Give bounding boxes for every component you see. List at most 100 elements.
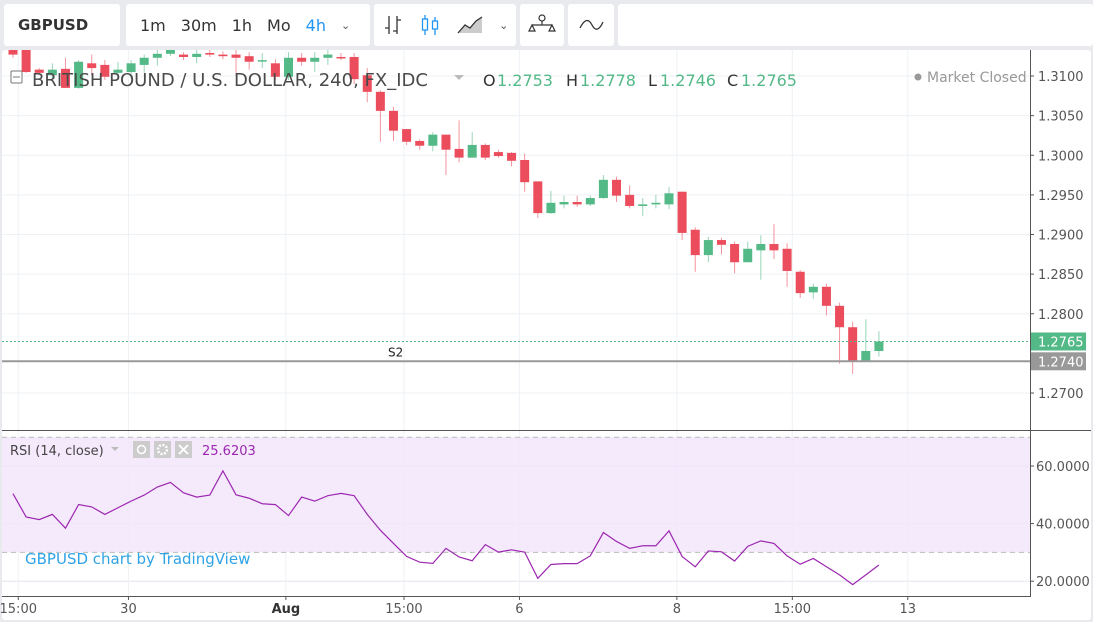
candle-down — [244, 52, 254, 70]
symbol-button[interactable]: GBPUSD — [4, 4, 120, 46]
candle-up — [284, 52, 294, 80]
candle-body — [625, 194, 635, 206]
candle-up — [126, 60, 136, 79]
candle-body — [428, 134, 438, 146]
candle-body — [47, 69, 57, 76]
close-label: C — [727, 71, 738, 90]
settings-gear-shape — [156, 443, 169, 456]
rsi-line — [12, 469, 880, 586]
candle-up — [74, 60, 84, 89]
time-tick-label: 15:00 — [774, 602, 811, 617]
candle-body — [402, 129, 412, 142]
candle-body — [585, 198, 595, 205]
watermark[interactable]: GBPUSD chart by TradingView — [25, 550, 250, 568]
price-tick-label: 1.3000 — [1038, 149, 1084, 164]
candle-down — [362, 68, 372, 103]
price-tick-label: 1.2700 — [1038, 387, 1084, 402]
candle-body — [795, 271, 805, 294]
candle-up — [113, 61, 123, 79]
candle-up — [139, 54, 149, 73]
price-tick-label: 1.3050 — [1038, 110, 1084, 125]
candle-up — [152, 50, 162, 66]
candle-down — [100, 60, 110, 80]
candles — [8, 50, 884, 374]
interval-4h[interactable]: 4h — [305, 15, 326, 35]
interval-mo[interactable]: Mo — [267, 15, 291, 35]
price-tick-label: 1.3100 — [1038, 70, 1084, 85]
candle-down — [493, 149, 503, 158]
candle-body — [415, 140, 425, 146]
time-tick-label: 15:00 — [0, 602, 37, 617]
candle-down — [625, 185, 635, 209]
rsi-legend: RSI (14, close) 25.6203 — [10, 441, 256, 459]
rsi-value: 25.6203 — [202, 444, 256, 459]
candle-body — [375, 91, 385, 111]
candle-down — [821, 283, 831, 316]
indicators-icon — [528, 14, 556, 32]
interval-30m[interactable]: 30m — [180, 15, 217, 35]
candle-body — [743, 248, 753, 263]
interval-1h[interactable]: 1h — [231, 15, 253, 35]
low-value: 1.2746 — [660, 71, 716, 90]
candle-body — [467, 144, 477, 158]
area-chart-icon[interactable] — [456, 13, 484, 37]
settings-gear-icon[interactable] — [154, 441, 171, 458]
candle-body — [257, 60, 267, 62]
chevron-down-icon[interactable]: ⌄ — [340, 18, 351, 32]
rsi-axis[interactable]: 60.0000 40.0000 20.0000 — [1030, 460, 1090, 590]
chevron-down-icon[interactable] — [111, 447, 119, 451]
candle-up — [428, 132, 438, 152]
candle-down — [572, 195, 582, 207]
rsi-tick-label: 20.0000 — [1036, 575, 1090, 590]
candle-body — [612, 179, 622, 196]
candle-up — [257, 53, 267, 69]
price-axis[interactable]: 1.3100 1.3050 1.3000 1.2950 1.2900 1.2850 1.28… — [1030, 70, 1084, 402]
candle-down — [520, 153, 530, 192]
candle-up — [664, 186, 674, 210]
candle-body — [139, 57, 149, 65]
candle-body — [74, 61, 84, 88]
time-axis[interactable]: 15:00 30 Aug 15:00 6 8 15:00 13 — [0, 596, 916, 617]
candle-up — [743, 241, 753, 263]
candle-down — [87, 54, 97, 76]
candle-body — [323, 54, 333, 58]
candle-body — [533, 181, 543, 214]
candle-down — [8, 50, 18, 58]
candle-body — [297, 57, 307, 62]
time-tick-label: 8 — [673, 602, 681, 617]
candles-icon[interactable] — [419, 13, 441, 37]
candle-down — [270, 59, 280, 80]
candle-body — [192, 53, 202, 57]
candle-down — [730, 241, 740, 274]
interval-1m[interactable]: 1m — [140, 15, 166, 35]
candle-body — [100, 64, 110, 77]
candle-body — [310, 57, 320, 62]
bar-chart-icon[interactable] — [382, 13, 404, 37]
visibility-icon[interactable] — [133, 441, 150, 458]
visibility-icon-eye — [136, 444, 147, 455]
chevron-down-icon[interactable] — [454, 75, 464, 80]
time-tick-label: 13 — [900, 602, 917, 617]
indicators-button[interactable] — [520, 4, 564, 46]
candle-down — [795, 270, 805, 298]
candle-up — [703, 236, 713, 263]
candle-up — [585, 195, 595, 206]
candle-up — [638, 198, 648, 217]
close-icon-x — [178, 444, 189, 455]
series-title: BRITISH POUND / U.S. DOLLAR, 240, FX_IDC — [32, 70, 428, 91]
low-label: L — [648, 71, 657, 90]
candle-down — [848, 321, 858, 374]
candle-body — [808, 286, 818, 293]
candle-up — [165, 50, 175, 57]
compare-button[interactable] — [568, 4, 614, 46]
candle-body — [848, 327, 858, 362]
candle-down — [349, 53, 359, 84]
candle-up — [323, 50, 333, 65]
candle-body — [126, 63, 136, 73]
chevron-down-icon[interactable]: ⌄ — [499, 18, 509, 32]
candle-body — [362, 75, 372, 92]
open-label: O — [483, 71, 496, 90]
candle-body — [703, 240, 713, 256]
candle-body — [179, 54, 189, 57]
